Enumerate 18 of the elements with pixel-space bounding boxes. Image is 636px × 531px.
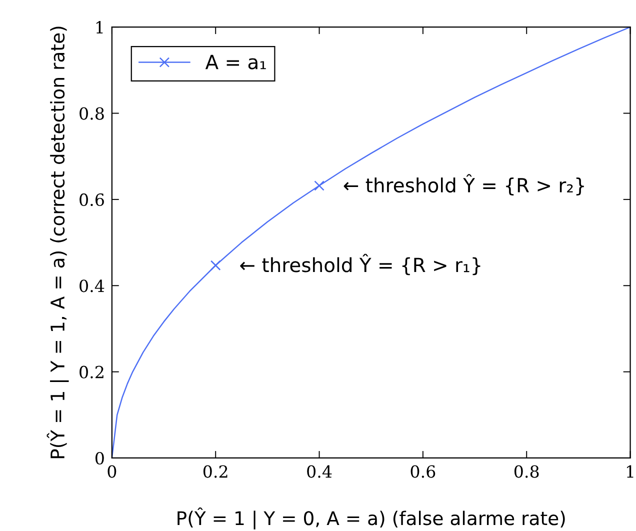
y-tick-label: 0.2 <box>80 366 104 378</box>
x-tick-label: 0.8 <box>514 465 539 478</box>
y-tick-label: 1 <box>96 21 103 34</box>
annotation: ← threshold Ŷ = {R > r₂} <box>344 174 584 196</box>
y-tick-label: 0.8 <box>80 107 104 120</box>
legend-label: A = a₁ <box>205 54 266 70</box>
y-axis-title: P(Ŷ = 1 | Y = 1, A = a) (correct detection rate) <box>46 26 69 458</box>
y-tick-label: 0 <box>95 452 104 465</box>
x-tick-label: 0.4 <box>307 465 332 478</box>
x-tick-label: 0.6 <box>410 465 436 478</box>
x-tick-label: 0 <box>108 465 116 478</box>
line-series <box>112 27 630 458</box>
x-tick-label: 1 <box>627 465 634 478</box>
annotation: ← threshold Ŷ = {R > r₁} <box>240 254 480 276</box>
y-tick-label: 0.6 <box>80 193 104 206</box>
x-tick-label: 0.2 <box>203 465 228 478</box>
x-axis-title: P(Ŷ = 1 | Y = 0, A = a) (false alarme rate) <box>178 507 565 530</box>
y-tick-label: 0.4 <box>80 280 104 292</box>
